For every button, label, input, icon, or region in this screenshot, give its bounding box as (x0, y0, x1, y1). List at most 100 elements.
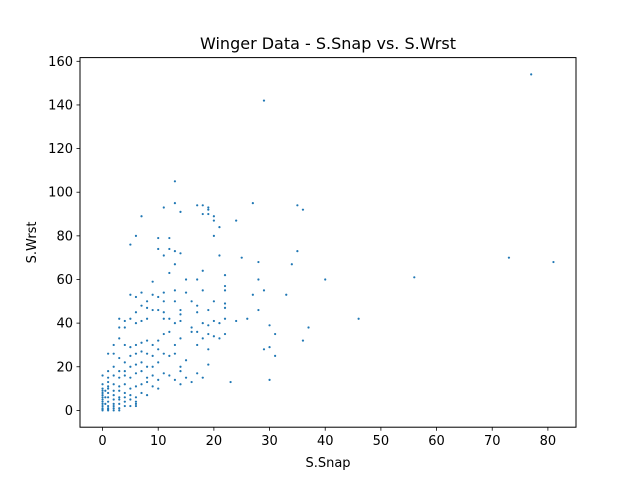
data-point (251, 293, 254, 296)
data-point (112, 352, 115, 355)
data-point (118, 370, 121, 373)
data-point (157, 378, 160, 381)
data-point (196, 343, 199, 347)
y-tick-label: 20 (56, 360, 73, 375)
data-point (173, 202, 177, 205)
data-point (179, 319, 182, 323)
data-point (134, 352, 138, 355)
data-point (129, 243, 132, 246)
data-point (552, 260, 555, 264)
data-point (507, 256, 511, 259)
data-point (112, 407, 115, 410)
x-tick-label: 20 (206, 434, 223, 449)
data-point (184, 359, 188, 362)
data-point (196, 372, 199, 375)
data-point (184, 376, 188, 379)
data-point (162, 332, 165, 336)
data-point (168, 374, 171, 377)
data-point (145, 339, 149, 342)
data-point (262, 99, 266, 102)
data-point (173, 263, 177, 266)
data-point (101, 389, 104, 392)
data-point (157, 308, 160, 312)
data-point (107, 370, 110, 373)
data-point (223, 317, 227, 320)
y-tick-label: 80 (56, 229, 73, 244)
data-point (123, 396, 126, 399)
data-point (140, 370, 143, 373)
data-point (223, 284, 227, 288)
data-point (168, 330, 171, 333)
data-point (140, 391, 143, 395)
data-point (223, 274, 227, 277)
data-point (140, 304, 143, 307)
data-point (162, 352, 165, 355)
x-tick-label: 60 (428, 434, 445, 449)
y-tick-label: 100 (48, 186, 73, 201)
data-point (129, 293, 132, 296)
data-point (107, 380, 110, 384)
data-point (140, 319, 143, 323)
data-point (129, 346, 132, 349)
data-point (123, 400, 126, 403)
data-point (290, 263, 293, 266)
data-point (190, 300, 193, 303)
data-point (179, 210, 182, 213)
data-point (107, 396, 110, 399)
x-axis-ticks: 0 10 20 30 40 50 60 70 80 (98, 427, 556, 449)
data-point (112, 398, 115, 401)
data-point (168, 354, 171, 357)
data-point (107, 408, 110, 411)
data-point (173, 343, 177, 347)
data-point (101, 396, 104, 399)
data-point (104, 396, 107, 399)
data-point (324, 278, 327, 281)
data-point (107, 391, 110, 395)
data-point (129, 365, 132, 368)
data-point (285, 293, 288, 296)
data-point (196, 330, 199, 333)
data-point (212, 335, 215, 338)
data-point (190, 326, 193, 329)
data-point (134, 295, 138, 299)
data-point (201, 289, 204, 292)
data-point (123, 374, 126, 377)
data-point (201, 337, 204, 340)
data-point (134, 385, 138, 388)
data-point (123, 370, 126, 373)
data-point (223, 306, 227, 309)
data-point (101, 391, 104, 395)
data-point (134, 396, 138, 399)
data-point (296, 250, 299, 253)
y-tick-label: 40 (56, 317, 73, 332)
data-point (118, 402, 121, 405)
data-point (134, 343, 138, 347)
data-point (151, 280, 154, 283)
data-point (212, 300, 215, 303)
x-tick-label: 50 (373, 434, 390, 449)
data-point (207, 332, 210, 336)
data-point (134, 311, 138, 314)
data-point (145, 352, 149, 355)
data-point (107, 385, 110, 388)
data-point (530, 73, 533, 76)
y-tick-label: 0 (65, 404, 73, 419)
data-point (104, 389, 107, 392)
data-point (296, 204, 299, 207)
data-point (162, 311, 165, 314)
data-point (157, 387, 160, 390)
data-point (157, 361, 160, 364)
data-point (212, 234, 215, 237)
data-point (257, 278, 260, 281)
data-point (101, 408, 104, 411)
data-point (173, 322, 177, 325)
y-tick-label: 60 (56, 273, 73, 288)
data-point (123, 391, 126, 395)
data-point (179, 308, 182, 312)
data-point (201, 212, 204, 216)
data-point (134, 322, 138, 325)
data-point (151, 374, 154, 377)
data-point (140, 361, 143, 364)
data-point (201, 322, 204, 325)
data-point (118, 398, 121, 401)
